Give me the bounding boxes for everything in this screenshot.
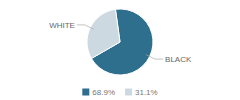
leader-line	[146, 55, 163, 59]
legend: 68.9% 31.1%	[82, 88, 157, 97]
pie-slice	[87, 9, 120, 58]
slice-label: WHITE	[49, 21, 75, 30]
slice-label: BLACK	[165, 55, 192, 64]
legend-item: 68.9%	[82, 88, 115, 97]
slice-labels: BLACK WHITE	[49, 21, 192, 64]
chart: BLACK WHITE 68.9% 31.1%	[0, 0, 240, 100]
leader-line	[77, 25, 94, 29]
legend-swatch	[82, 89, 89, 96]
legend-label: 68.9%	[92, 88, 115, 97]
legend-item: 31.1%	[125, 88, 158, 97]
legend-swatch	[125, 89, 132, 96]
pie	[87, 9, 153, 75]
legend-label: 31.1%	[135, 88, 158, 97]
